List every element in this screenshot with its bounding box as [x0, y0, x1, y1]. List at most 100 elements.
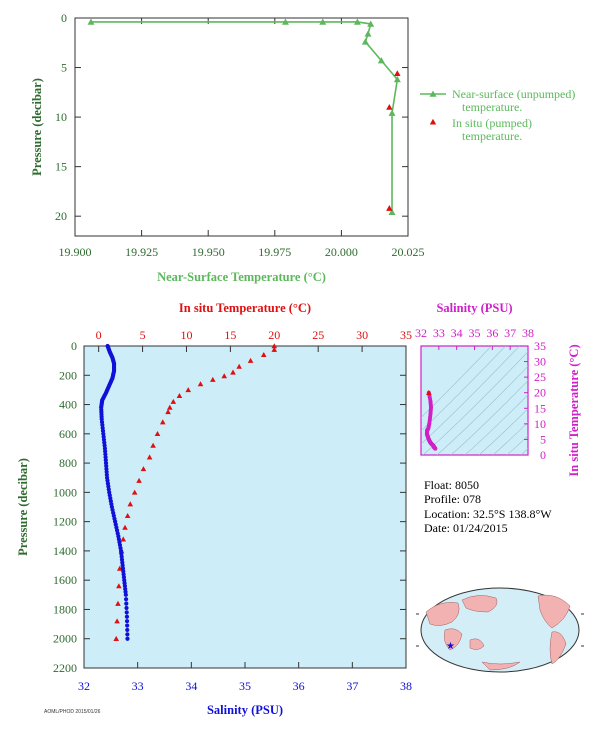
near-surface-temperature-point: [367, 20, 375, 27]
density-contour: [478, 408, 528, 455]
salinity-axis-title: Salinity (PSU): [207, 703, 283, 717]
map-landmass: [443, 628, 463, 651]
temperature-profile-point: [271, 346, 278, 352]
top-x-tick-label: 19.975: [258, 245, 291, 259]
top-y-tick-label: 10: [55, 110, 67, 124]
salinity-profile-point: [124, 614, 130, 619]
top-x-axis-label: Near-Surface Temperature (°C): [157, 270, 326, 284]
near-surface-temperature-point: [388, 208, 396, 216]
near-surface-temperature-point: [353, 18, 361, 25]
salinity-profile-point: [125, 623, 130, 628]
temperature-profile-point: [197, 381, 204, 387]
ts-x-tick-label: 38: [522, 326, 534, 340]
salinity-profile-point: [125, 627, 130, 633]
legend-in-situ-label-2: temperature.: [462, 129, 522, 143]
ts-x-tick-label: 34: [451, 326, 463, 340]
temperature-profile-point: [166, 404, 173, 410]
temperature-profile-point: [247, 357, 254, 363]
location-text: Location: 32.5°S 138.8°W: [424, 507, 552, 521]
in-situ-temperature-point: [386, 205, 393, 211]
near-surface-temperature-point: [281, 18, 289, 25]
sal-x-tick-label: 33: [132, 679, 144, 693]
salinity-profile-point: [124, 601, 129, 606]
ts-y-tick-label: 30: [534, 355, 546, 369]
near-surface-temperature-point: [364, 30, 372, 37]
top-y-tick-label: 15: [55, 160, 67, 174]
temp-x-tick-label: 20: [268, 328, 280, 342]
temperature-profile-point: [185, 387, 192, 393]
top-y-axis-label: Pressure (decibar): [30, 78, 44, 176]
top-x-tick-label: 20.025: [392, 245, 425, 259]
ts-y-tick-label: 10: [534, 417, 546, 431]
sal-x-tick-label: 36: [293, 679, 305, 693]
bottom-y-tick-label: 200: [59, 368, 77, 382]
temp-axis-title: In situ Temperature (°C): [179, 301, 311, 315]
top-y-tick-label: 20: [55, 209, 67, 223]
density-contour: [464, 394, 528, 455]
near-surface-temperature-point: [319, 18, 327, 25]
near-surface-temperature-point: [393, 75, 401, 83]
near-surface-temperature-point: [361, 38, 369, 45]
ts-x-tick-label: 32: [415, 326, 427, 340]
near-surface-temperature-line: [90, 21, 399, 213]
ts-x-tick-label: 37: [504, 326, 516, 340]
temperature-profile-point: [131, 489, 138, 495]
density-contour: [520, 448, 528, 455]
bottom-y-tick-label: 1000: [53, 485, 77, 499]
temperature-profile-point: [140, 466, 147, 472]
temperature-profile-point: [170, 398, 177, 404]
top-plot-frame: [74, 17, 409, 237]
temp-x-tick-label: 30: [356, 328, 368, 342]
bottom-y-tick-label: 1800: [53, 602, 77, 616]
salinity-profile-point: [125, 636, 130, 641]
map-landmass: [481, 661, 521, 671]
legend-green-marker: [429, 90, 437, 97]
salinity-profile-point: [123, 592, 128, 597]
top-x-tick-label: 19.900: [59, 245, 92, 259]
temperature-profile-point: [114, 618, 120, 624]
ts-point: [433, 446, 438, 451]
temperature-profile-point: [122, 524, 128, 530]
density-contour: [450, 380, 528, 455]
bottom-y-tick-label: 0: [71, 339, 77, 353]
ts-y-axis-label: In situ Temperature (°C): [567, 344, 581, 476]
legend-red-marker: [429, 118, 437, 125]
bottom-plot-frame: [83, 345, 407, 669]
temperature-profile-point: [146, 454, 153, 460]
ts-y-tick-label: 5: [540, 432, 546, 446]
in-situ-temperature-point: [394, 70, 401, 77]
bottom-y-tick-label: 1600: [53, 573, 77, 587]
world-map: [420, 587, 580, 673]
ts-y-tick-label: 35: [534, 339, 546, 353]
salinity-profile-point: [124, 610, 129, 615]
date-text: Date: 01/24/2015: [424, 521, 508, 535]
near-surface-temperature-point: [377, 57, 385, 64]
density-contour: [421, 346, 492, 418]
ts-x-tick-label: 33: [433, 326, 445, 340]
in-situ-temperature-point: [386, 103, 393, 110]
sal-x-tick-label: 35: [239, 679, 251, 693]
map-landmass: [425, 602, 460, 626]
bottom-y-tick-label: 400: [59, 398, 77, 412]
legend-near-surface-label-2: temperature.: [462, 100, 522, 114]
temperature-profile-point: [159, 419, 166, 425]
profile-text: Profile: 078: [424, 492, 481, 506]
temp-x-tick-label: 0: [96, 328, 102, 342]
ts-plot-frame: [420, 345, 529, 456]
temp-x-tick-label: 10: [180, 328, 192, 342]
density-contour: [492, 421, 528, 455]
top-y-tick-label: 5: [61, 61, 67, 75]
ts-surface-marker: [426, 389, 432, 395]
temperature-profile-point: [113, 635, 120, 641]
temp-x-tick-label: 25: [312, 328, 324, 342]
temperature-profile-point: [150, 442, 156, 448]
bottom-y-tick-label: 1200: [53, 515, 77, 529]
density-contour: [506, 435, 528, 455]
salinity-profile-point: [125, 632, 130, 637]
top-x-tick-label: 19.925: [125, 245, 158, 259]
temperature-profile-point: [165, 409, 171, 415]
temperature-profile-point: [221, 373, 228, 379]
map-landmass: [549, 631, 567, 665]
top-x-tick-label: 19.950: [192, 245, 225, 259]
